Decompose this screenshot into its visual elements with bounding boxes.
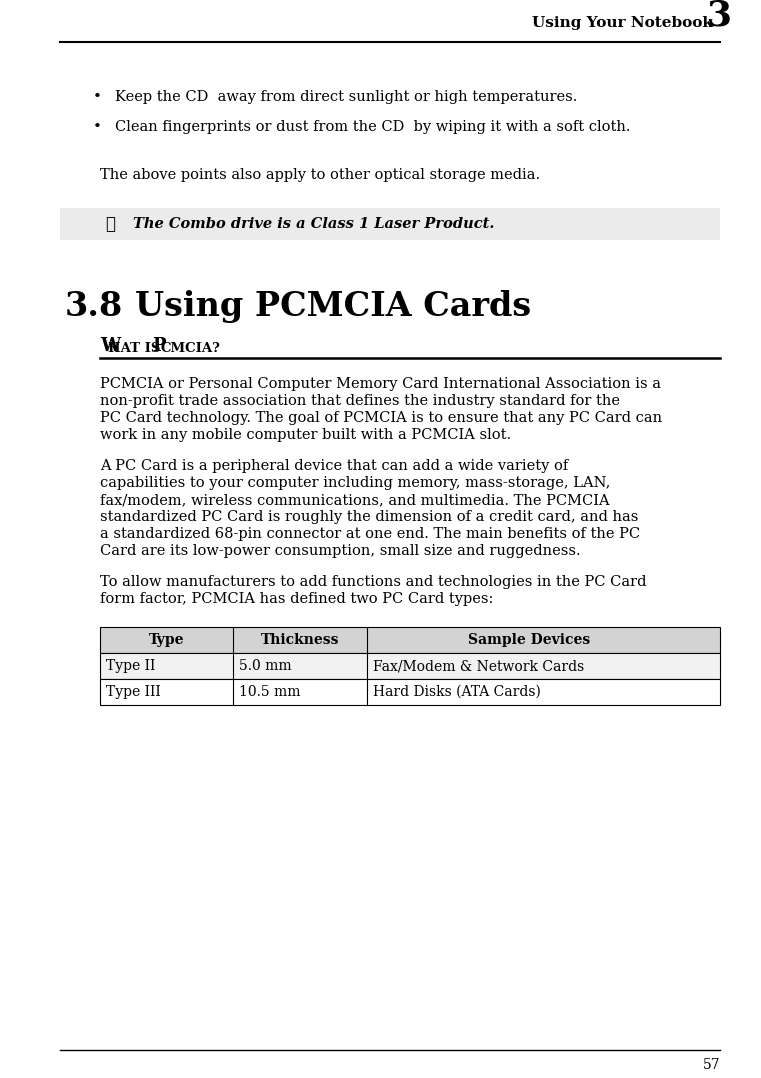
FancyBboxPatch shape	[60, 208, 720, 240]
Text: Clean fingerprints or dust from the CD  by wiping it with a soft cloth.: Clean fingerprints or dust from the CD b…	[115, 120, 631, 134]
Text: ☞: ☞	[105, 216, 115, 233]
Text: •: •	[93, 120, 101, 134]
Text: Card are its low-power consumption, small size and ruggedness.: Card are its low-power consumption, smal…	[100, 544, 581, 558]
Text: To allow manufacturers to add functions and technologies in the PC Card: To allow manufacturers to add functions …	[100, 575, 647, 589]
Text: •: •	[93, 89, 101, 103]
Text: standardized PC Card is roughly the dimension of a credit card, and has: standardized PC Card is roughly the dime…	[100, 510, 638, 524]
Text: Using PCMCIA Cards: Using PCMCIA Cards	[135, 290, 531, 323]
Text: form factor, PCMCIA has defined two PC Card types:: form factor, PCMCIA has defined two PC C…	[100, 592, 493, 606]
Text: CMCIA?: CMCIA?	[160, 342, 220, 355]
Text: The above points also apply to other optical storage media.: The above points also apply to other opt…	[100, 168, 540, 182]
Text: Type: Type	[149, 633, 184, 647]
Text: Type II: Type II	[106, 659, 155, 673]
Text: Sample Devices: Sample Devices	[468, 633, 591, 647]
Text: 57: 57	[702, 1058, 720, 1072]
Text: work in any mobile computer built with a PCMCIA slot.: work in any mobile computer built with a…	[100, 428, 511, 442]
Text: HAT IS: HAT IS	[109, 342, 165, 355]
Text: Type III: Type III	[106, 685, 161, 699]
Text: PC Card technology. The goal of PCMCIA is to ensure that any PC Card can: PC Card technology. The goal of PCMCIA i…	[100, 411, 662, 425]
Text: Thickness: Thickness	[261, 633, 339, 647]
Text: 3.8: 3.8	[65, 290, 123, 323]
Bar	[100, 679, 720, 705]
Text: Keep the CD  away from direct sunlight or high temperatures.: Keep the CD away from direct sunlight or…	[115, 89, 578, 103]
Text: capabilities to your computer including memory, mass-storage, LAN,: capabilities to your computer including …	[100, 476, 610, 490]
Text: W: W	[100, 337, 120, 355]
Text: P: P	[151, 337, 165, 355]
Text: Hard Disks (ATA Cards): Hard Disks (ATA Cards)	[373, 685, 540, 699]
Text: A PC Card is a peripheral device that can add a wide variety of: A PC Card is a peripheral device that ca…	[100, 459, 568, 473]
Text: PCMCIA or Personal Computer Memory Card International Association is a: PCMCIA or Personal Computer Memory Card …	[100, 377, 661, 391]
Text: Using Your Notebook: Using Your Notebook	[532, 16, 718, 30]
Text: non-profit trade association that defines the industry standard for the: non-profit trade association that define…	[100, 393, 620, 407]
Text: Fax/Modem & Network Cards: Fax/Modem & Network Cards	[373, 659, 584, 673]
Bar	[100, 653, 720, 679]
Text: The Combo drive is a Class 1 Laser Product.: The Combo drive is a Class 1 Laser Produ…	[133, 217, 495, 231]
Text: fax/modem, wireless communications, and multimedia. The PCMCIA: fax/modem, wireless communications, and …	[100, 493, 610, 507]
Text: a standardized 68-pin connector at one end. The main benefits of the PC: a standardized 68-pin connector at one e…	[100, 527, 640, 541]
Text: 10.5 mm: 10.5 mm	[239, 685, 301, 699]
Text: 3: 3	[707, 0, 732, 32]
Text: 5.0 mm: 5.0 mm	[239, 659, 292, 673]
Bar	[100, 627, 720, 653]
